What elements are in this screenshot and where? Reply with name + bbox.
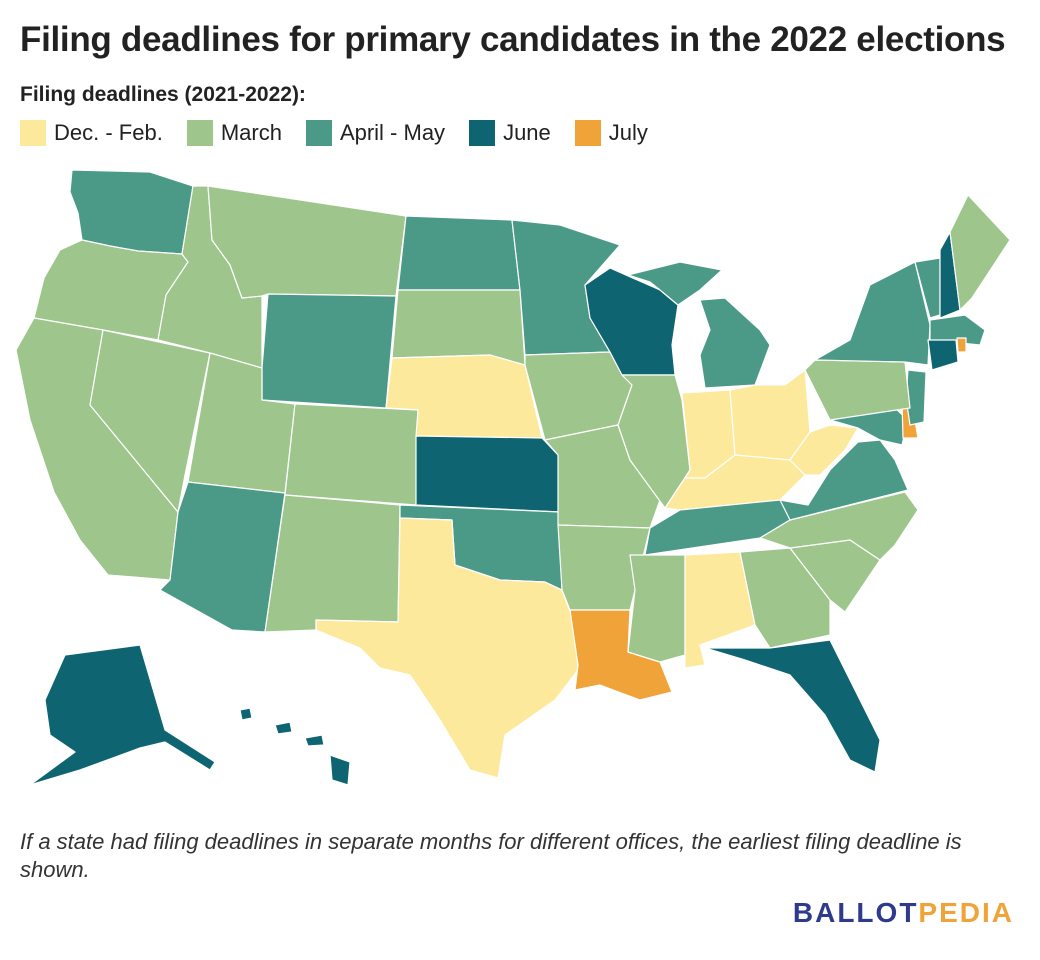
state-MT[interactable]: [207, 185, 407, 299]
footnote: If a state had filing deadlines in separ…: [20, 829, 962, 882]
state-WV[interactable]: [789, 424, 859, 476]
state-AK[interactable]: [29, 644, 216, 786]
state-RI[interactable]: [956, 337, 967, 353]
legend-swatch-june: [469, 120, 496, 146]
legend-item-march: March: [186, 120, 282, 146]
legend-swatch-decfeb: [20, 120, 46, 146]
state-ME[interactable]: [949, 194, 1011, 311]
legend-item-july: July: [574, 120, 648, 146]
legend-swatch-aprmay: [305, 120, 332, 146]
state-KS[interactable]: [415, 435, 561, 513]
logo-pedia: PEDIA: [918, 897, 1014, 928]
legend-label-july: July: [608, 120, 648, 145]
legend-label-decfeb: Dec. - Feb.: [54, 120, 163, 145]
state-WI[interactable]: [584, 267, 679, 376]
legend-swatch-march: [186, 120, 213, 146]
state-NM[interactable]: [264, 494, 401, 633]
map-title: Filing deadlines for primary candidates …: [20, 20, 1006, 59]
logo-ballot: BALLOT: [792, 897, 919, 928]
legend-item-aprmay: April - May: [305, 120, 446, 146]
state-NY[interactable]: [814, 261, 931, 366]
legend-label-june: June: [503, 120, 551, 145]
ballotpedia-logo: BALLOTPEDIA: [793, 897, 1014, 929]
state-CT[interactable]: [927, 339, 959, 371]
state-HI-3[interactable]: [304, 734, 325, 747]
state-CO[interactable]: [284, 403, 419, 506]
legend-item-june: June: [469, 120, 551, 146]
state-MS[interactable]: [627, 554, 686, 663]
state-HI-4[interactable]: [329, 754, 351, 786]
legend-label-aprmay: April - May: [339, 120, 446, 145]
legend-swatch-july: [574, 120, 601, 146]
state-MI[interactable]: [627, 261, 723, 306]
state-LA[interactable]: [569, 609, 673, 701]
state-SD[interactable]: [391, 289, 526, 366]
legend: Dec. - Feb. March April - May June July: [20, 120, 672, 146]
legend-label-march: March: [220, 120, 282, 145]
state-WY[interactable]: [261, 293, 397, 409]
state-PA[interactable]: [804, 359, 911, 421]
legend-item-decfeb: Dec. - Feb.: [20, 120, 163, 146]
state-MI-lower[interactable]: [699, 297, 771, 389]
state-TX[interactable]: [315, 517, 579, 779]
state-FL[interactable]: [704, 639, 881, 773]
state-ND[interactable]: [397, 215, 521, 291]
state-MA[interactable]: [929, 314, 986, 346]
state-HI-1[interactable]: [239, 707, 253, 721]
us-map: [15, 169, 1011, 786]
state-HI-2[interactable]: [274, 721, 293, 735]
state-NV[interactable]: [89, 329, 211, 513]
legend-title: Filing deadlines (2021-2022):: [20, 83, 306, 106]
